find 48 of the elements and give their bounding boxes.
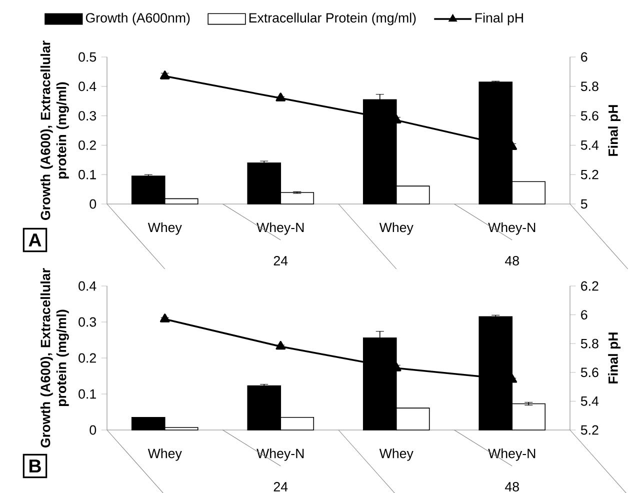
x-tick-label: Whey xyxy=(148,448,182,461)
x-tick-label: Whey-N xyxy=(488,448,536,461)
y2-tick-label: 5 xyxy=(580,199,588,209)
y2-tick-label: 5.2 xyxy=(580,170,598,180)
y-axis-title: Growth (A600), Extracellular protein (mg/ml) xyxy=(40,268,69,448)
y-tick-label: 0.1 xyxy=(78,389,96,399)
y-tick-label: 0 xyxy=(90,199,96,209)
y2-tick-label: 6 xyxy=(581,52,588,62)
y2-tick-label: 6.2 xyxy=(581,281,598,291)
x-tick-label: Whey xyxy=(379,448,414,461)
point xyxy=(160,314,170,322)
point xyxy=(160,70,170,80)
y-tick-label: 0.5 xyxy=(78,52,96,62)
y2-tick-label: 5.6 xyxy=(580,111,598,121)
x-tick-label: Whey xyxy=(379,222,414,235)
x-tick-label: Whey-N xyxy=(256,222,304,235)
y-tick-label: 0.3 xyxy=(78,317,96,327)
y2-tick-label: 5.2 xyxy=(580,425,598,435)
x-tick-label: Whey-N xyxy=(256,448,304,461)
y-axis-title: Growth (A600), Extracellular protein (mg/ml) xyxy=(40,40,69,220)
y2-tick-label: 5.8 xyxy=(580,82,598,92)
y2-tick-label: 5.4 xyxy=(580,396,599,406)
y2-axis-title: Final pH xyxy=(608,105,621,156)
text: A xyxy=(28,234,42,246)
x-tick-label: Whey-N xyxy=(488,222,536,235)
y-tick-label: 0.3 xyxy=(78,111,96,121)
y-tick-label: 0.2 xyxy=(78,353,96,363)
y-tick-label: 0.1 xyxy=(78,170,96,180)
text: 48 xyxy=(505,256,519,266)
text: B xyxy=(30,460,41,472)
y-tick-label: 0.4 xyxy=(78,281,96,291)
legend-label: Growth (A600nm) xyxy=(86,12,190,26)
x-tick-label: Whey xyxy=(148,222,182,235)
point xyxy=(276,340,286,350)
legend-label: Extracellular Protein (mg/ml) xyxy=(249,12,416,26)
text: 24 xyxy=(274,482,288,492)
text: 24 xyxy=(274,256,288,266)
y2-tick-label: 5.6 xyxy=(580,368,598,378)
y2-tick-label: 5.4 xyxy=(580,140,599,150)
point xyxy=(276,92,286,102)
y-tick-label: 0 xyxy=(90,425,96,435)
legend-label: Final pH xyxy=(476,12,523,26)
y2-tick-label: 6 xyxy=(581,310,588,320)
text: 48 xyxy=(505,482,519,492)
y-tick-label: 0.2 xyxy=(78,140,96,150)
y2-tick-label: 5.8 xyxy=(580,338,598,348)
y-tick-label: 0.4 xyxy=(78,82,96,92)
y2-axis-title: Final pH xyxy=(608,332,621,384)
